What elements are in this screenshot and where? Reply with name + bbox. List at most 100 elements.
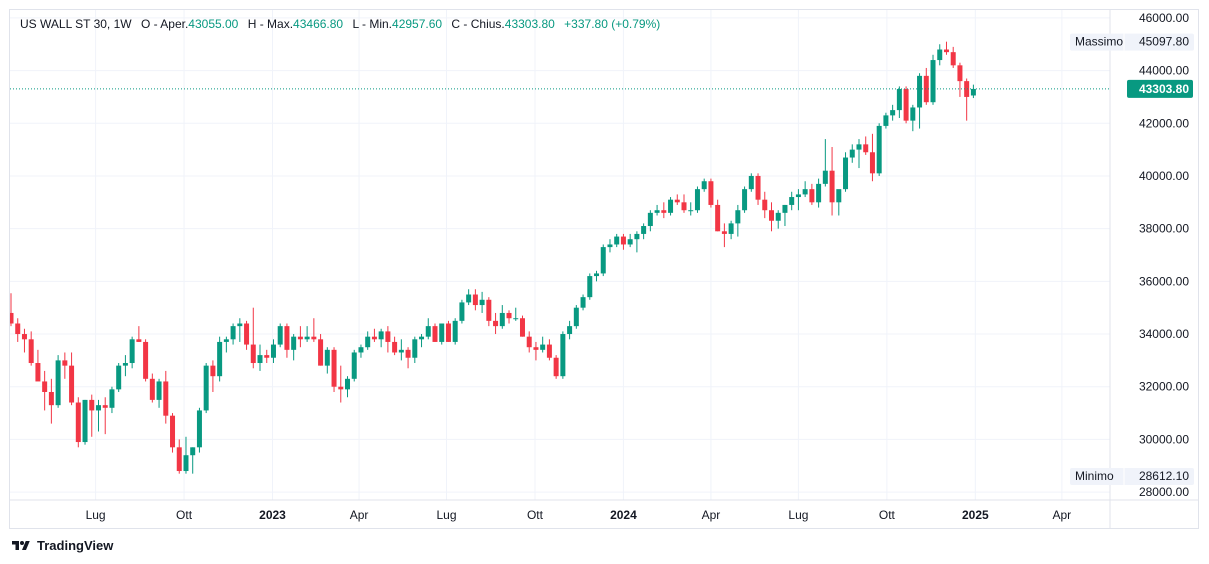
candle-body — [540, 344, 546, 350]
y-tick-label: 34000.00 — [1139, 327, 1189, 341]
candle-body — [250, 344, 256, 364]
chart-frame[interactable]: 28000.00 30000.00 32000.00 34000.00 36000.00… — [9, 9, 1199, 529]
candle-up — [257, 344, 263, 371]
low-label: L - Min. — [352, 17, 393, 31]
candle-body — [910, 107, 916, 121]
candle-body — [486, 299, 492, 321]
candle-down — [210, 360, 216, 392]
candle-body — [654, 210, 660, 213]
candle-down — [943, 41, 949, 55]
candle-down — [472, 289, 478, 311]
candle-down — [708, 178, 714, 208]
max-marker-label: Massimo — [1075, 35, 1123, 49]
candle-body — [668, 199, 674, 213]
y-tick-label: 28000.00 — [1139, 485, 1189, 499]
candle-up — [836, 189, 842, 216]
candle-up — [378, 328, 384, 348]
candle-body — [674, 199, 680, 203]
candle-body — [721, 231, 727, 234]
candle-body — [291, 336, 297, 350]
candle-down — [244, 320, 250, 350]
candle-up — [459, 299, 465, 324]
min-marker-box — [1070, 467, 1194, 485]
candle-body — [297, 336, 303, 340]
candle-body — [331, 349, 337, 387]
tradingview-logo-icon — [12, 540, 30, 550]
y-tick-label: 38000.00 — [1139, 222, 1189, 236]
candle-body — [358, 347, 364, 353]
candle-body — [742, 189, 748, 211]
candle-down — [715, 199, 721, 232]
y-tick-label: 30000.00 — [1139, 432, 1189, 446]
tradingview-brand[interactable]: TradingView — [10, 538, 113, 553]
candle-up — [917, 73, 923, 129]
axes: 28000.00 30000.00 32000.00 34000.00 36000.00… — [10, 10, 1198, 528]
candle-body — [230, 326, 236, 340]
candle-body — [513, 318, 519, 320]
symbol-label[interactable]: US WALL ST 30, 1W — [20, 17, 132, 31]
candle-up — [560, 331, 566, 379]
candle-body — [903, 89, 909, 121]
candle-up — [109, 386, 115, 414]
candle-body — [594, 273, 600, 277]
candle-body — [28, 339, 34, 364]
candle-body — [964, 81, 970, 97]
x-tick-label: Lug — [437, 508, 457, 522]
candle-body — [472, 294, 478, 306]
candle-body — [822, 170, 828, 184]
candle-body — [149, 378, 155, 400]
candle-body — [136, 339, 142, 342]
candle-up — [419, 334, 425, 348]
x-tick-label: 2025 — [962, 508, 989, 522]
x-tick-label: 2024 — [610, 508, 637, 522]
candle-up — [365, 331, 371, 350]
y-tick-label: 36000.00 — [1139, 274, 1189, 288]
candle-up — [856, 139, 862, 169]
candle-up — [567, 320, 573, 340]
candle-body — [896, 89, 902, 111]
candle-down — [48, 378, 54, 424]
candle-body — [439, 323, 445, 342]
candle-up — [742, 186, 748, 213]
candle-body — [10, 312, 14, 324]
x-tick-label: Apr — [1053, 508, 1072, 522]
candle-up — [122, 355, 128, 377]
candlestick-chart[interactable]: 28000.00 30000.00 32000.00 34000.00 36000.00… — [10, 10, 1198, 528]
candle-down — [405, 347, 411, 369]
candle-up — [190, 447, 196, 474]
candle-body — [715, 204, 721, 232]
candle-down — [170, 413, 176, 453]
candle-up — [688, 202, 694, 216]
candle-down — [21, 328, 27, 353]
candle-up — [789, 191, 795, 211]
candle-up — [930, 54, 936, 105]
candle-up — [452, 318, 458, 345]
candle-body — [479, 299, 485, 306]
candle-body — [614, 236, 620, 245]
candle-body — [163, 381, 169, 416]
x-tick-label: Ott — [527, 508, 544, 522]
candle-up — [654, 204, 660, 216]
candle-up — [728, 220, 734, 240]
candle-body — [42, 381, 48, 392]
candle-down — [176, 439, 182, 474]
candle-body — [338, 386, 344, 390]
candle-body — [170, 415, 176, 448]
candle-body — [735, 210, 741, 224]
candle-down — [957, 62, 963, 97]
candle-down — [762, 191, 768, 219]
min-marker-label: Minimo — [1075, 469, 1114, 483]
candle-up — [324, 347, 330, 374]
candle-body — [21, 334, 27, 340]
candle-body — [688, 210, 694, 212]
y-tick-label: 32000.00 — [1139, 380, 1189, 394]
brand-name: TradingView — [37, 538, 114, 553]
candle-body — [95, 405, 101, 411]
candle-body — [35, 363, 41, 382]
candle-body — [102, 405, 108, 408]
candle-down — [136, 326, 142, 342]
candle-up — [647, 210, 653, 232]
candle-down — [392, 336, 398, 356]
candle-up — [849, 144, 855, 163]
candle-up — [822, 139, 828, 187]
